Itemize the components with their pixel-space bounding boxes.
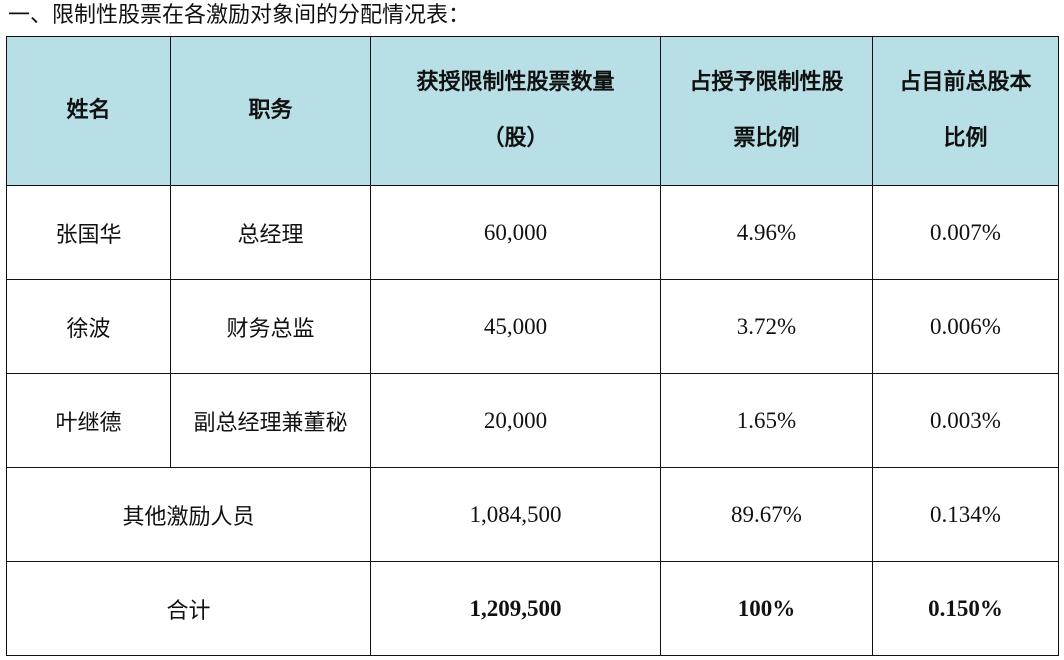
cell-position: 总经理 [170, 185, 371, 280]
section-heading: 一、限制性股票在各激励对象间的分配情况表： [8, 3, 471, 28]
header-total-ratio: 占目前总股本 比例 [872, 36, 1059, 186]
cell-total-ratio: 0.003% [872, 373, 1059, 468]
header-total-ratio-line1: 占目前总股本 [899, 70, 1032, 95]
header-position: 职务 [170, 36, 371, 186]
cell-name: 叶继德 [6, 373, 171, 468]
others-row: 其他激励人员 1,084,500 89.67% 0.134% [6, 467, 1059, 562]
table-row: 徐波 财务总监 45,000 3.72% 0.006% [6, 279, 1059, 374]
cell-position: 副总经理兼董秘 [170, 373, 371, 468]
cell-name: 徐波 [6, 279, 171, 374]
total-row: 合计 1,209,500 100% 0.150% [6, 561, 1059, 656]
table-row: 张国华 总经理 60,000 4.96% 0.007% [6, 185, 1059, 280]
cell-total-ratio: 0.007% [872, 185, 1059, 280]
cell-total-ratio: 0.006% [872, 279, 1059, 374]
allocation-table: 姓名 职务 获授限制性股票数量 （股） 占授予限制性股 票比例 占目前总股本 比… [6, 36, 1059, 656]
cell-shares: 45,000 [370, 279, 661, 374]
cell-total-total-ratio: 0.150% [872, 561, 1059, 656]
cell-grant-ratio: 1.65% [660, 373, 873, 468]
cell-others-total-ratio: 0.134% [872, 467, 1059, 562]
header-grant-ratio-line1: 占授予限制性股 [689, 70, 844, 95]
header-grant-ratio-line2: 票比例 [733, 126, 800, 151]
cell-others-grant-ratio: 89.67% [660, 467, 873, 562]
cell-shares: 20,000 [370, 373, 661, 468]
cell-total-label: 合计 [6, 561, 371, 656]
cell-total-grant-ratio: 100% [660, 561, 873, 656]
header-total-ratio-line2: 比例 [943, 126, 988, 151]
cell-position: 财务总监 [170, 279, 371, 374]
table-row: 叶继德 副总经理兼董秘 20,000 1.65% 0.003% [6, 373, 1059, 468]
cell-others-label: 其他激励人员 [6, 467, 371, 562]
cell-others-shares: 1,084,500 [370, 467, 661, 562]
table-header-row: 姓名 职务 获授限制性股票数量 （股） 占授予限制性股 票比例 占目前总股本 比… [6, 36, 1059, 186]
header-shares: 获授限制性股票数量 （股） [370, 36, 661, 186]
header-shares-line2: （股） [482, 126, 549, 151]
cell-shares: 60,000 [370, 185, 661, 280]
header-shares-line1: 获授限制性股票数量 [416, 70, 615, 95]
cell-grant-ratio: 3.72% [660, 279, 873, 374]
cell-grant-ratio: 4.96% [660, 185, 873, 280]
cell-name: 张国华 [6, 185, 171, 280]
header-name: 姓名 [6, 36, 171, 186]
cell-total-shares: 1,209,500 [370, 561, 661, 656]
header-grant-ratio: 占授予限制性股 票比例 [660, 36, 873, 186]
